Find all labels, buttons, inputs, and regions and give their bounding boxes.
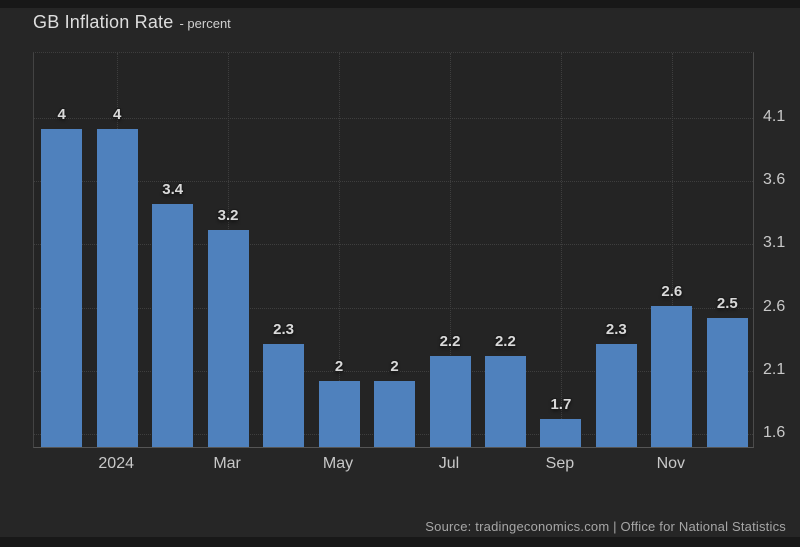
bar-value-label: 2 [334,358,344,376]
gridline-horizontal [34,118,753,119]
y-axis-tick-label: 1.6 [763,424,786,441]
x-axis-tick-label: Jul [438,455,460,472]
plot-area: 4 4 3.4 3.2 2.3 2 2 2.2 2.2 1.7 2.3 2.6 2.5 [33,52,754,448]
gridline-horizontal [34,307,753,309]
bar[interactable] [152,204,194,447]
chart-subtitle: - percent [179,16,231,31]
bar-value-label: 3.4 [162,181,184,199]
x-axis-tick-label: Sep [545,455,575,472]
y-axis-tick-label: 4.1 [763,108,786,125]
bar[interactable] [207,229,249,447]
bar-value-label: 3.2 [217,206,239,224]
x-axis-tick-label: Nov [656,455,686,472]
bar[interactable] [318,381,360,447]
gridline-vertical [671,53,673,447]
bar-value-label: 1.7 [550,396,572,414]
x-axis-tick-label: Mar [213,455,241,472]
gridline-vertical [339,53,340,447]
bar[interactable] [41,128,83,447]
bar-value-label: 2.3 [605,320,627,338]
bar-value-label: 2.2 [439,333,461,351]
source-attribution: Source: tradingeconomics.com | Office fo… [425,519,786,534]
bar[interactable] [374,381,415,447]
bar[interactable] [595,343,637,447]
bar[interactable] [263,343,305,447]
bar[interactable] [540,419,582,447]
chart-title: GB Inflation Rate [33,12,174,32]
chart-panel: GB Inflation Rate - percent 4 4 3.4 3.2 2.3 2 2… [0,8,800,537]
gridline-horizontal [34,244,753,246]
bar[interactable] [429,356,471,447]
y-axis-tick-label: 2.6 [763,297,786,315]
bar-value-label: 4 [113,105,122,123]
y-axis-tick-label: 3.6 [763,171,786,189]
gridline-horizontal [34,181,753,183]
x-axis-tick-label: 2024 [98,455,134,472]
bar[interactable] [96,128,138,447]
bar-value-label: 4 [57,105,66,123]
bar-value-label: 2.2 [494,333,516,351]
y-axis-tick-label: 2.1 [763,360,786,378]
chart-header: GB Inflation Rate - percent [33,12,231,33]
bar[interactable] [651,305,693,447]
bar-value-label: 2.6 [661,282,683,300]
bar-value-label: 2.5 [716,295,738,313]
bar[interactable] [484,356,526,447]
bar-value-label: 2.3 [273,320,295,338]
bar[interactable] [706,318,748,447]
y-axis-tick-label: 3.1 [763,234,786,252]
gridline-horizontal [34,370,753,372]
gridline-vertical [450,53,451,447]
bar-value-label: 2 [390,358,399,376]
gridline-vertical [560,53,562,447]
x-axis-tick-label: May [322,455,354,472]
